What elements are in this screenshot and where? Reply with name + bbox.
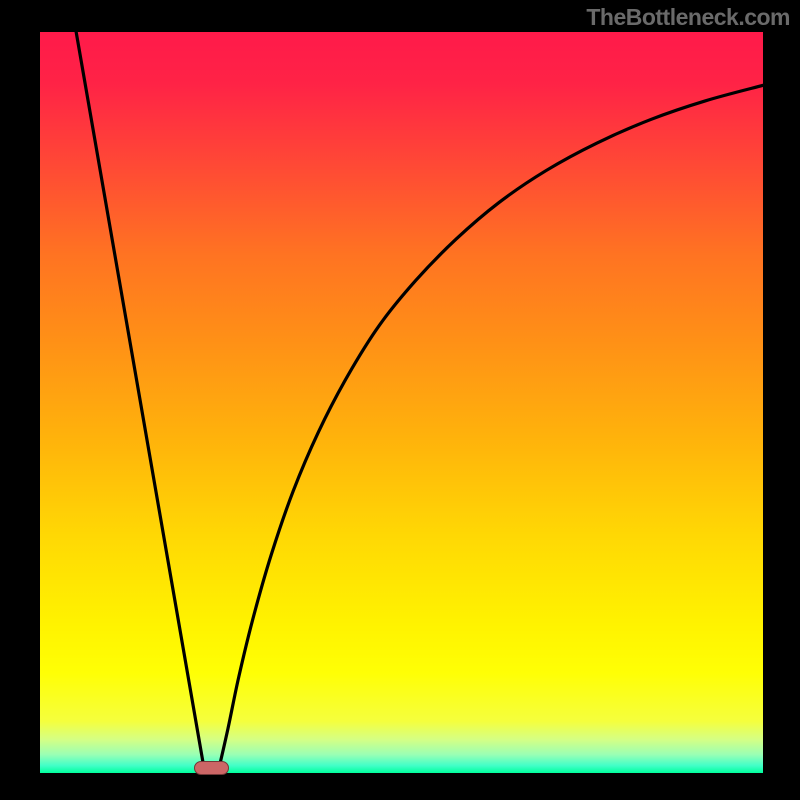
plot-area — [40, 32, 763, 773]
curve-overlay — [40, 32, 763, 773]
highlight-marker — [194, 761, 229, 775]
watermark-text: TheBottleneck.com — [586, 4, 790, 31]
chart-container: TheBottleneck.com — [0, 0, 800, 800]
